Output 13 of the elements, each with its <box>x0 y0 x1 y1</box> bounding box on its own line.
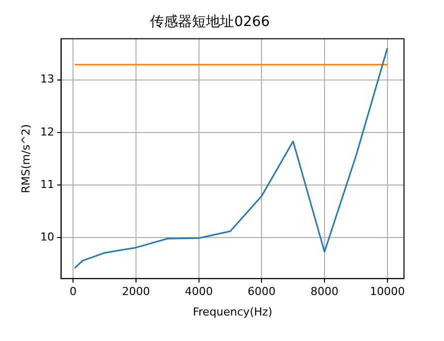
x-axis-title: Frequency(Hz) <box>192 305 272 318</box>
x-tick-label: 8000 <box>310 285 339 298</box>
y-tick-label: 13 <box>40 72 54 86</box>
x-tick-label: 2000 <box>122 285 150 298</box>
chart-title: 传感器短地址0266 <box>150 14 270 30</box>
y-axis-title: RMS(m/s^2) <box>19 124 32 194</box>
x-tick-label: 10000 <box>370 285 405 298</box>
x-tick-label: 6000 <box>248 285 276 298</box>
y-tick-label: 11 <box>40 178 54 191</box>
y-tick-label: 10 <box>40 230 54 244</box>
x-tick-label: 4000 <box>184 285 213 298</box>
x-tick-label: 0 <box>70 285 77 298</box>
y-tick-label: 12 <box>40 125 54 138</box>
